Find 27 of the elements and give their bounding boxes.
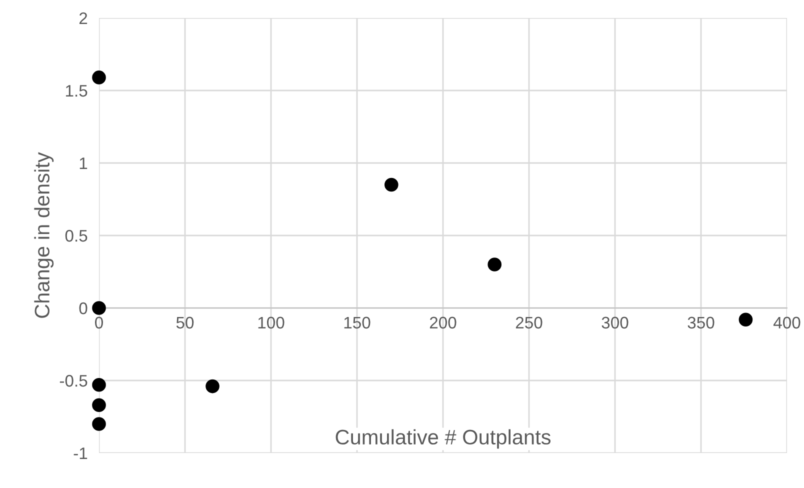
- x-tick-label: 300: [602, 316, 628, 329]
- y-tick-label: 1: [80, 158, 88, 170]
- x-tick-label: 0: [95, 316, 103, 329]
- point: [738, 312, 753, 327]
- x-tick-label: 350: [688, 316, 714, 329]
- y-axis-title: Change in density: [34, 152, 54, 318]
- point: [384, 178, 398, 192]
- x-tick-label: 100: [258, 316, 284, 329]
- y-tick-label: 0.5: [65, 230, 88, 242]
- y-tick-label: -1: [74, 448, 88, 460]
- point: [206, 379, 220, 394]
- point: [92, 417, 106, 431]
- x-axis-title: Cumulative # Outplants: [336, 429, 551, 449]
- x-tick-label: 400: [773, 316, 800, 329]
- point: [92, 398, 106, 412]
- x-tick-label: 250: [516, 316, 542, 329]
- point: [92, 70, 106, 84]
- y-tick-label: 2: [79, 12, 88, 24]
- point: [488, 258, 502, 272]
- y-tick-label: 0: [79, 302, 88, 314]
- y-tick-label: -0.5: [60, 374, 88, 387]
- point: [92, 378, 106, 392]
- x-tick-label: 200: [430, 316, 456, 329]
- y-tick-label: 1.5: [66, 85, 88, 97]
- point: [92, 301, 106, 315]
- x-tick-label: 150: [344, 316, 370, 329]
- x-tick-label: 50: [176, 316, 194, 329]
